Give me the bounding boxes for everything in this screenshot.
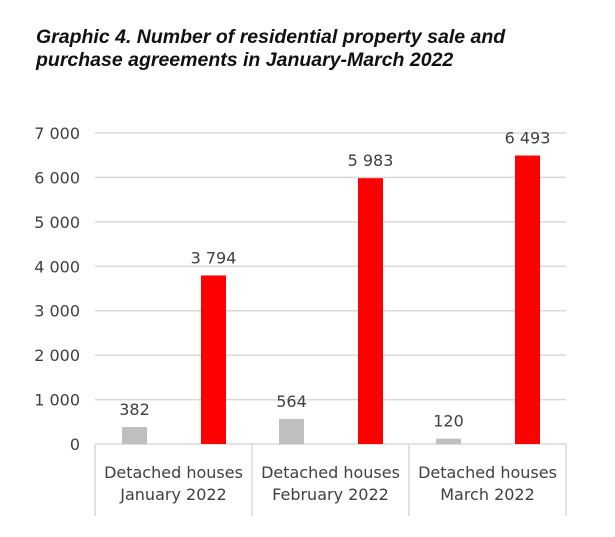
chart-title: Graphic 4. Number of residential propert… — [36, 26, 506, 71]
data-label: 5 983 — [348, 151, 394, 170]
y-tick-label: 5 000 — [34, 213, 80, 232]
bar-gray — [122, 427, 147, 444]
bar-gray — [436, 438, 461, 444]
x-tick-label: Detached houses — [104, 463, 243, 482]
data-label: 382 — [119, 400, 150, 419]
x-tick-label: Detached houses — [261, 463, 400, 482]
y-tick-label: 7 000 — [34, 124, 80, 143]
y-tick-label: 4 000 — [34, 257, 80, 276]
x-tick-label: Detached houses — [418, 463, 557, 482]
data-label: 120 — [433, 412, 464, 431]
y-tick-label: 3 000 — [34, 302, 80, 321]
data-label: 6 493 — [505, 129, 551, 148]
data-label: 564 — [276, 392, 307, 411]
bar-red — [201, 275, 226, 444]
bar-red — [515, 155, 540, 445]
x-tick-label: February 2022 — [272, 485, 389, 504]
bar-gray — [279, 418, 304, 444]
y-tick-label: 0 — [70, 435, 80, 454]
data-label: 3 794 — [191, 248, 237, 267]
y-tick-label: 1 000 — [34, 391, 80, 410]
x-tick-label: March 2022 — [440, 485, 535, 504]
y-tick-label: 2 000 — [34, 346, 80, 365]
bar-red — [358, 178, 383, 445]
y-tick-label: 6 000 — [34, 168, 80, 187]
x-tick-label: January 2022 — [119, 485, 226, 504]
